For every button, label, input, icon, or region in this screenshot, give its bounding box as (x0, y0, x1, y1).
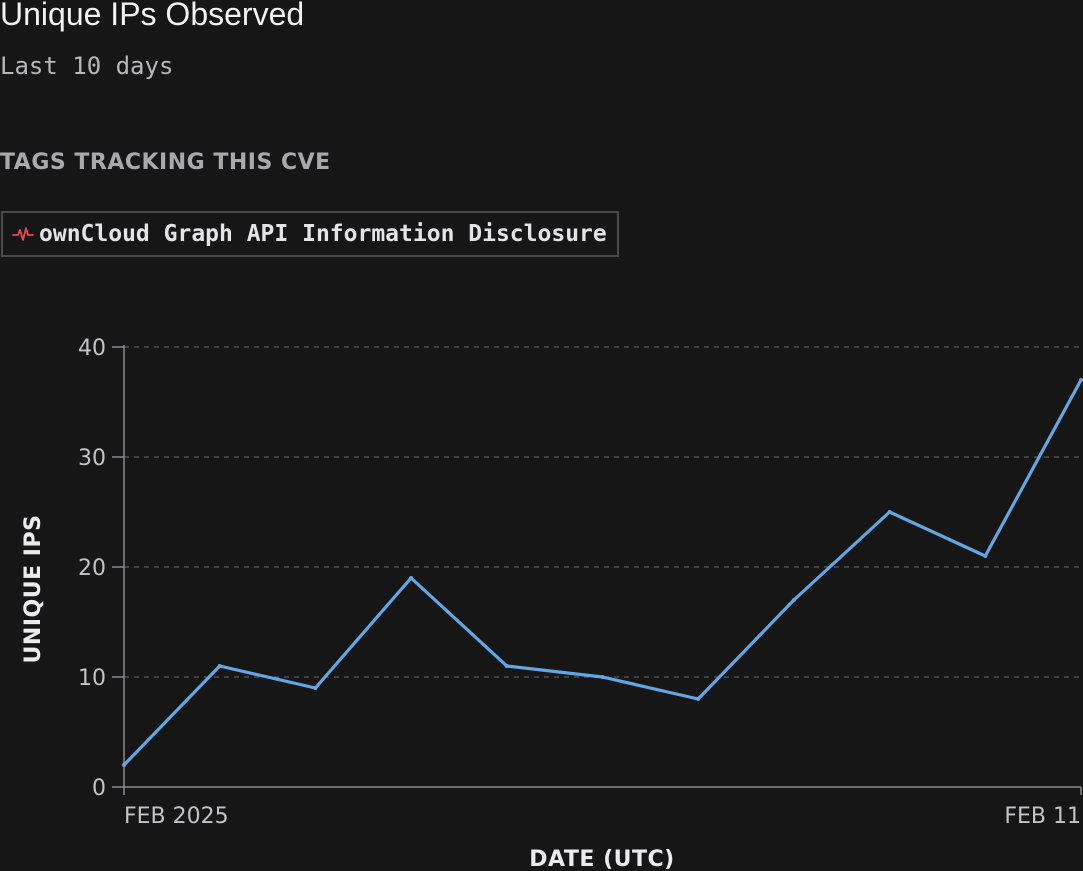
x-tick-label: FEB 2025 (124, 804, 229, 829)
data-point (696, 697, 701, 701)
data-point (983, 554, 988, 558)
data-point (791, 598, 796, 602)
data-point (600, 675, 605, 679)
x-tick-label: FEB 11 (1004, 804, 1081, 829)
data-point (122, 763, 126, 767)
y-tick-label: 20 (78, 556, 106, 581)
tag-label: ownCloud Graph API Information Disclosur… (39, 221, 607, 247)
activity-pulse-icon (12, 227, 34, 241)
y-tick-label: 30 (78, 446, 106, 471)
line-chart: 0 10 20 30 40 FEB 2025 FEB 11 UNIQUE IPS DATE… (21, 336, 1083, 871)
tag-chip[interactable]: ownCloud Graph API Information Disclosur… (1, 211, 619, 257)
grid-lines (124, 346, 1081, 678)
chart-subtitle: Last 10 days (0, 52, 174, 80)
data-point (504, 664, 509, 668)
y-tick-labels: 0 10 20 30 40 (78, 336, 106, 801)
data-point (887, 510, 892, 514)
data-point (313, 686, 318, 690)
data-point (1079, 378, 1083, 382)
axes (112, 345, 1082, 795)
y-tick-label: 0 (92, 776, 106, 801)
tags-section-heading: TAGS TRACKING THIS CVE (0, 150, 331, 175)
data-point (409, 576, 414, 580)
y-axis-title: UNIQUE IPS (21, 515, 46, 664)
series-line (122, 378, 1083, 767)
x-tick-labels: FEB 2025 FEB 11 (124, 804, 1081, 829)
series-layer (122, 378, 1083, 767)
chart-title: Unique IPs Observed (0, 0, 305, 32)
data-point (217, 664, 222, 668)
y-tick-label: 40 (78, 336, 106, 361)
y-tick-label: 10 (78, 666, 106, 691)
x-axis-title: DATE (UTC) (529, 847, 674, 871)
